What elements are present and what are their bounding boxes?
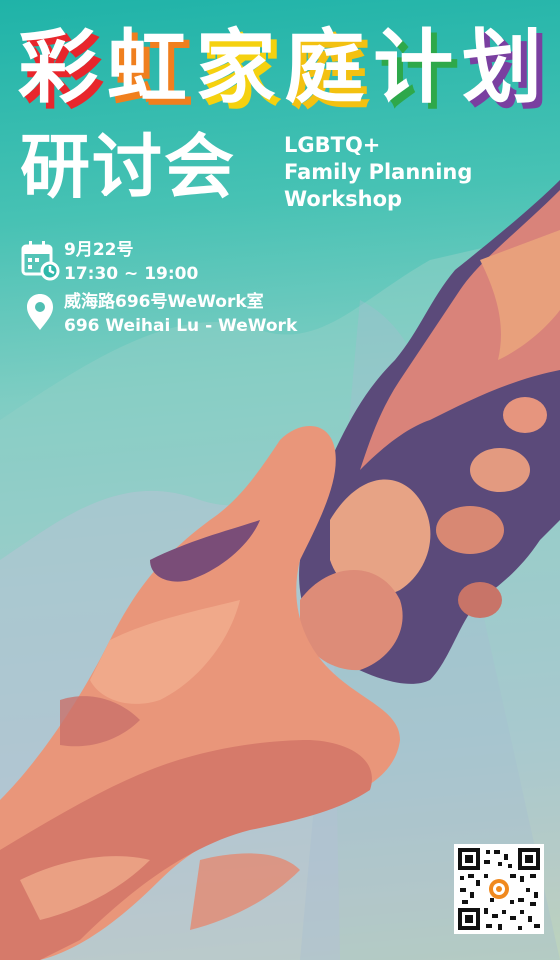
- english-title-line-3: Workshop: [284, 187, 403, 211]
- title-char-0: 彩: [18, 21, 98, 114]
- title-char-1: 虹: [106, 21, 187, 114]
- venue-info: 威海路696号WeWork室 696 Weihai Lu - WeWork: [20, 290, 297, 338]
- venue-chinese: 威海路696号WeWork室: [64, 292, 264, 312]
- title-char-5: 划: [461, 21, 542, 114]
- event-time: 17:30 ~ 19:00: [64, 264, 199, 284]
- title-char-3: 庭: [284, 21, 365, 114]
- date-time-text: 9月22号 17:30 ~ 19:00: [64, 238, 198, 286]
- subtitle: 研讨会: [20, 126, 236, 208]
- qr-code[interactable]: [454, 844, 544, 934]
- venue-english: 696 Weihai Lu - WeWork: [64, 316, 298, 336]
- title-char-2: 家: [195, 21, 276, 114]
- location-pin-icon: [27, 294, 53, 330]
- english-title-line-1: LGBTQ+: [284, 133, 381, 157]
- date-time-info: 9月22号 17:30 ~ 19:00: [20, 238, 198, 286]
- venue-text: 威海路696号WeWork室 696 Weihai Lu - WeWork: [64, 290, 297, 338]
- calendar-clock-icon: [21, 241, 60, 281]
- english-title-line-2: Family Planning: [284, 160, 473, 184]
- title-char-4: 计: [373, 21, 454, 114]
- event-date: 9月22号: [64, 240, 134, 260]
- title-row: 彩 虹 家 庭 计 划: [18, 18, 542, 118]
- english-title: LGBTQ+ Family Planning Workshop: [284, 132, 544, 213]
